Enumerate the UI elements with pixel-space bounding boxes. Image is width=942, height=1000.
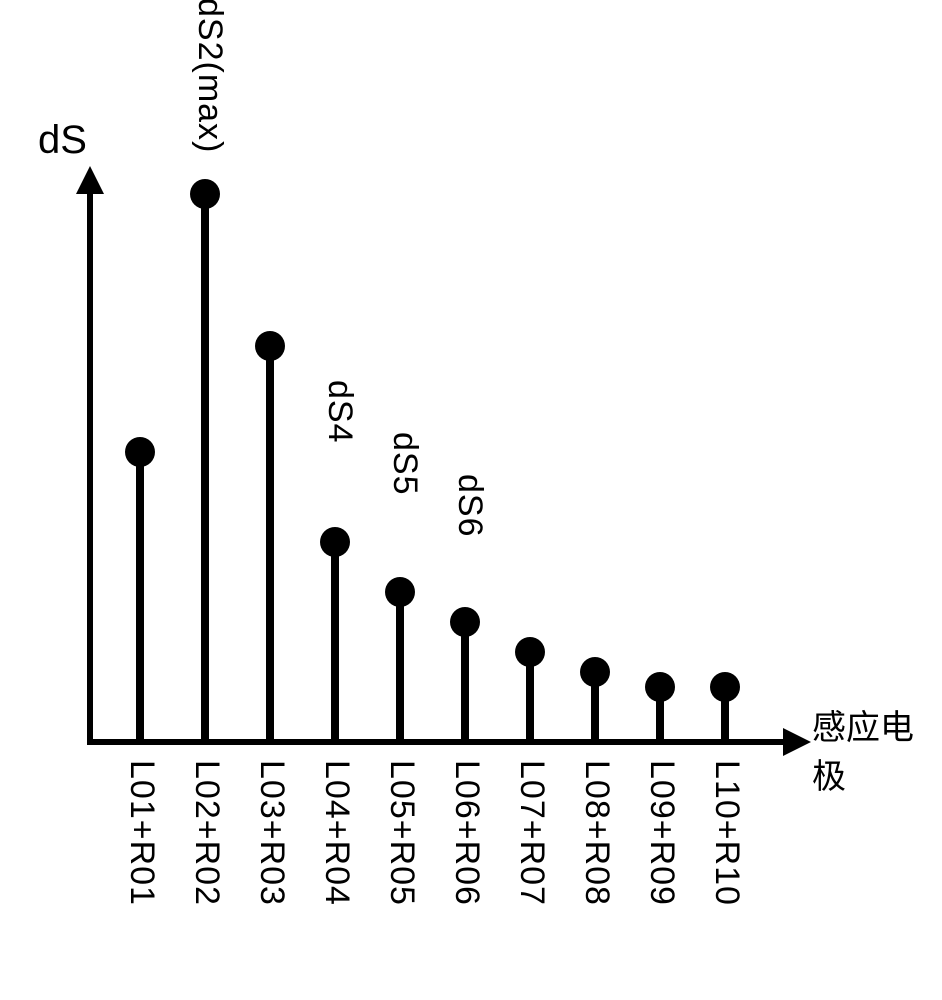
dot-6 — [450, 607, 480, 637]
dot-9 — [645, 672, 675, 702]
xtick-4: L04+R04 — [317, 760, 356, 906]
x-axis-label: 感应电极 — [812, 700, 942, 798]
annotation-ds6: dS6 — [450, 474, 489, 538]
stem-3 — [266, 346, 274, 742]
dot-7 — [515, 637, 545, 667]
stem-4 — [331, 542, 339, 742]
y-axis-label: dS — [38, 118, 87, 163]
stem-1 — [136, 452, 144, 742]
xtick-6: L06+R06 — [447, 760, 486, 906]
xtick-3: L03+R03 — [252, 760, 291, 906]
stem-2 — [201, 194, 209, 742]
dot-3 — [255, 331, 285, 361]
y-axis — [87, 190, 93, 742]
annotation-ds5: dS5 — [385, 432, 424, 496]
dot-1 — [125, 437, 155, 467]
dot-5 — [385, 577, 415, 607]
y-axis-arrow — [76, 166, 104, 194]
dot-8 — [580, 657, 610, 687]
xtick-5: L05+R05 — [382, 760, 421, 906]
dot-4 — [320, 527, 350, 557]
xtick-2: L02+R02 — [187, 760, 226, 906]
chart-stage: dS 感应电极 dS2(max) dS4 — [0, 0, 942, 1000]
annotation-ds4: dS4 — [320, 380, 359, 444]
xtick-7: L07+R07 — [512, 760, 551, 906]
annotation-ds2: dS2(max) — [190, 0, 229, 153]
stem-6 — [461, 622, 469, 742]
xtick-1: L01+R01 — [122, 760, 161, 906]
xtick-10: L10+R10 — [707, 760, 746, 906]
xtick-8: L08+R08 — [577, 760, 616, 906]
xtick-9: L09+R09 — [642, 760, 681, 906]
dot-10 — [710, 672, 740, 702]
stem-5 — [396, 592, 404, 742]
x-axis — [87, 739, 787, 745]
x-axis-arrow — [783, 728, 811, 756]
dot-2 — [190, 179, 220, 209]
